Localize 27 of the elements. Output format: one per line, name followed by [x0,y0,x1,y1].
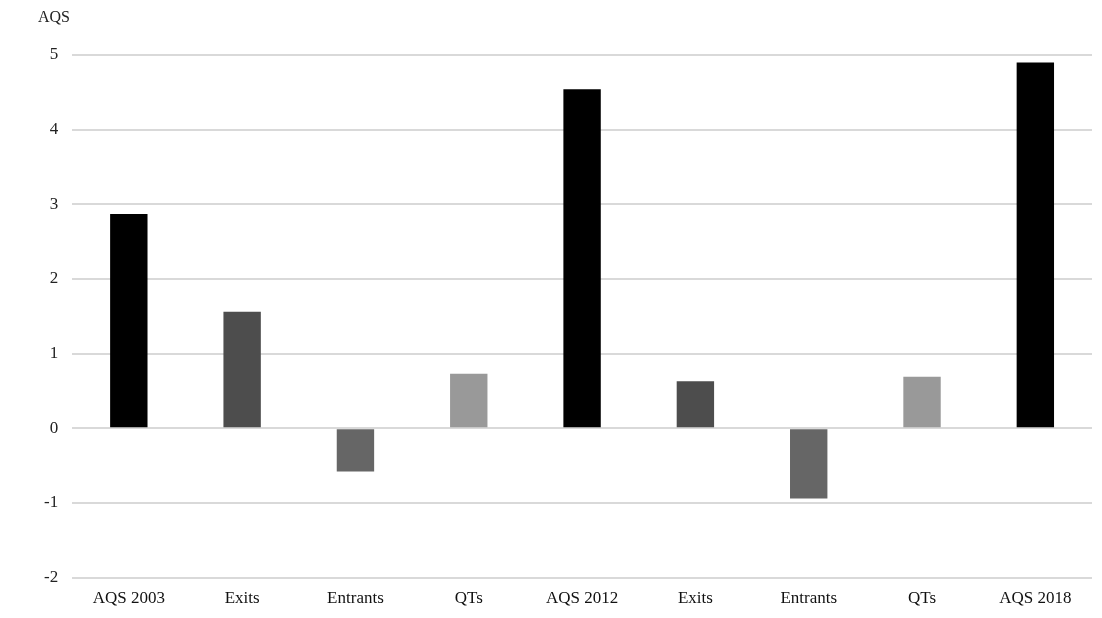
x-tick-label: QTs [454,588,483,608]
bar [563,89,601,428]
bar [676,381,715,428]
y-tick-label: 5 [49,44,59,64]
y-tick-label: -2 [43,567,59,587]
x-tick-label: AQS 2003 [92,588,165,608]
y-axis-title: AQS [38,8,71,26]
x-tick-label: Exits [224,588,260,608]
bar [223,311,261,428]
bar [336,429,375,472]
y-tick-label: 2 [49,268,59,288]
bar [110,214,148,428]
bar [790,429,828,499]
x-tick-label: QTs [907,588,937,608]
bar [903,376,941,428]
y-tick-label: -1 [43,492,59,512]
x-tick-label: AQS 2018 [999,588,1072,608]
bar [450,373,488,428]
y-tick-label: 1 [49,343,59,363]
x-tick-label: Entrants [327,588,384,608]
bar [1016,62,1055,428]
x-tick-label: AQS 2012 [545,588,619,608]
y-tick-label: 3 [49,193,59,213]
x-tick-label: Exits [677,588,713,608]
y-tick-label: 4 [49,119,59,139]
y-tick-label: 0 [49,417,59,437]
x-tick-label: Entrants [780,588,838,608]
